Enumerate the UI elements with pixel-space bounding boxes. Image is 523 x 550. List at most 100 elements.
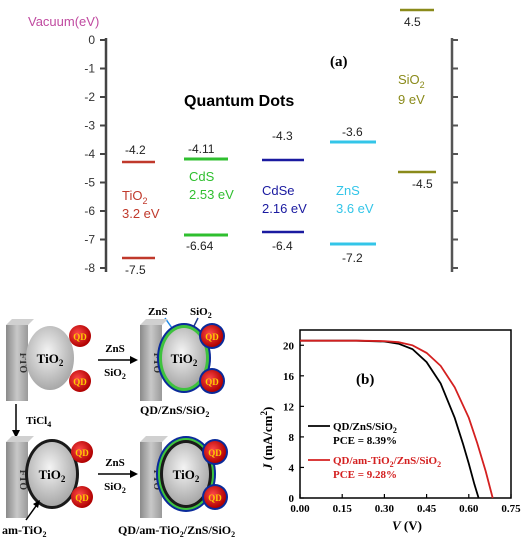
sio2-cb-value: 4.5 [404, 15, 421, 29]
unit-fto-tio2-qd: FTO TiO2 QD QD [6, 319, 91, 401]
fto-label: FTO [151, 353, 162, 374]
cds-name: CdS [189, 169, 215, 184]
qd-dot [71, 486, 93, 508]
qd-dot [69, 370, 91, 392]
qd-label: QD [75, 493, 89, 503]
zns-vb-value: -7.2 [342, 251, 363, 265]
material-tio2: -4.2 -7.5 TiO2 3.2 eV [122, 143, 160, 277]
tio2-particle [28, 442, 76, 506]
x-axis-ticks: 0.00 0.15 0.30 0.45 0.60 0.75 [290, 494, 521, 515]
right-axis-ticks [452, 39, 458, 269]
cds-cb-value: -4.11 [188, 142, 215, 156]
panel-a-energy-diagram: Vacuum(eV) 0 -1 -2 -3 -4 -5 -6 -7 -8 (a) Quantum… [28, 8, 458, 277]
x-tick-label: 0.00 [290, 503, 310, 515]
qd-dot [204, 486, 226, 508]
y-axis-label: J (mA/cm2) [259, 407, 275, 471]
qd-label: QD [205, 377, 219, 387]
zns-gap: 3.6 eV [336, 201, 374, 216]
left-tick-label: -2 [84, 90, 95, 104]
cdse-vb-value: -6.4 [272, 239, 293, 253]
zns-shell-label: ZnS [148, 306, 168, 318]
left-tick-label: -5 [84, 176, 95, 190]
qd-label: QD [73, 332, 87, 342]
tio2-cb-value: -4.2 [125, 143, 146, 157]
y-tick-label: 16 [283, 371, 295, 383]
left-tick-label: 0 [88, 33, 95, 47]
sio2-arrow-label: SiO2 [104, 481, 126, 495]
zns-arrow-label: ZnS [105, 457, 125, 469]
cdse-name: CdSe [262, 183, 295, 198]
fto-electrode [6, 325, 28, 401]
chart-frame [299, 329, 512, 499]
tio2-particle [163, 443, 209, 505]
series-lines [300, 339, 494, 499]
arrow-ticl4: TiCl4 [12, 404, 51, 438]
series-line-2 [300, 339, 494, 499]
material-cds: -4.11 -6.64 CdS 2.53 eV [184, 142, 234, 253]
qd-label: QD [75, 448, 89, 458]
qd-label: QD [208, 493, 222, 503]
left-tick-label: -6 [84, 204, 95, 218]
zns-arrow-label: ZnS [105, 343, 125, 355]
tio2-label: TiO2 [173, 467, 200, 484]
cdse-cb-value: -4.3 [272, 129, 293, 143]
tio2-particle [162, 328, 206, 388]
x-axis-label: V (V) [392, 518, 422, 533]
unit-qd-zns-sio2: ZnS SiO2 FTO TiO2 QD QD QD/ZnS/SiO2 [140, 306, 225, 419]
tio2-label: TiO2 [37, 351, 64, 368]
sio2-arrow-label: SiO2 [104, 367, 126, 381]
fto-electrode [140, 325, 162, 401]
x-tick-label: 0.45 [417, 503, 437, 515]
y-tick-label: 20 [283, 340, 295, 352]
fto-label: FTO [17, 470, 28, 491]
material-zns: -3.6 -7.2 ZnS 3.6 eV [330, 125, 376, 265]
x-tick-label: 0.60 [459, 503, 479, 515]
qd-label: QD [73, 377, 87, 387]
left-tick-label: -4 [84, 147, 95, 161]
sio2-vb-value: -4.5 [412, 177, 433, 191]
left-tick-label: -8 [84, 261, 95, 275]
x-tick-label: 0.75 [501, 503, 521, 515]
zns-cb-value: -3.6 [342, 125, 363, 139]
sio2-gap: 9 eV [398, 92, 425, 107]
qd-dot [204, 441, 226, 463]
quantum-dots-title: Quantum Dots [184, 93, 294, 110]
legend-entry-2: QD/am-TiO2/ZnS/SiO2 [333, 455, 441, 469]
tio2-label: TiO2 [171, 351, 198, 368]
chart-legend: QD/ZnS/SiO2 PCE = 8.39% QD/am-TiO2/ZnS/S… [308, 421, 441, 481]
left-tick-label: -7 [84, 233, 95, 247]
sio2-name: SiO2 [398, 72, 425, 90]
y-tick-label: 4 [289, 462, 295, 474]
y-tick-label: 8 [289, 432, 295, 444]
left-tick-label: -3 [84, 119, 95, 133]
unit-am-tio2: FTO TiO2 QD QD am-TiO2 [2, 436, 93, 539]
fto-label: FTO [17, 353, 28, 374]
tio2-vb-value: -7.5 [125, 263, 146, 277]
legend-pce-1: PCE = 8.39% [333, 435, 397, 447]
caption-qd-am-tio2-zns-sio2: QD/am-TiO2/ZnS/SiO2 [118, 523, 235, 539]
am-tio2-label: am-TiO2 [2, 523, 46, 539]
y-tick-label: 12 [283, 401, 295, 413]
material-sio2: 4.5 -4.5 SiO2 9 eV [398, 8, 436, 191]
qd-label: QD [205, 332, 219, 342]
x-tick-label: 0.30 [375, 503, 395, 515]
tio2-name: TiO2 [122, 188, 147, 206]
vacuum-label: Vacuum(eV) [28, 14, 99, 29]
ticl4-label: TiCl4 [26, 415, 51, 429]
arrow-zns-sio2-top: ZnS SiO2 [98, 343, 138, 381]
left-tick-label: -1 [84, 62, 95, 76]
caption-qd-zns-sio2: QD/ZnS/SiO2 [140, 403, 209, 419]
cds-gap: 2.53 eV [189, 187, 234, 202]
panel-b-jv-chart: 0.00 0.15 0.30 0.45 0.60 0.75 0 4 8 12 16 20 (b) Q… [259, 329, 521, 533]
fto-electrode [140, 442, 162, 518]
material-cdse: -4.3 -6.4 CdSe 2.16 eV [262, 129, 307, 253]
left-axis-ticks: 0 -1 -2 -3 -4 -5 -6 -7 -8 [84, 33, 106, 275]
tio2-gap: 3.2 eV [122, 206, 160, 221]
qd-label: QD [208, 448, 222, 458]
qd-dot [201, 370, 223, 392]
cdse-gap: 2.16 eV [262, 201, 307, 216]
arrow-zns-sio2-bottom: ZnS SiO2 [98, 457, 138, 495]
legend-entry-1: QD/ZnS/SiO2 [333, 421, 397, 435]
legend-pce-2: PCE = 9.28% [333, 469, 397, 481]
unit-qd-am-tio2-zns-sio2: FTO TiO2 QD QD QD/am-TiO2/ZnS/SiO2 [118, 436, 235, 539]
